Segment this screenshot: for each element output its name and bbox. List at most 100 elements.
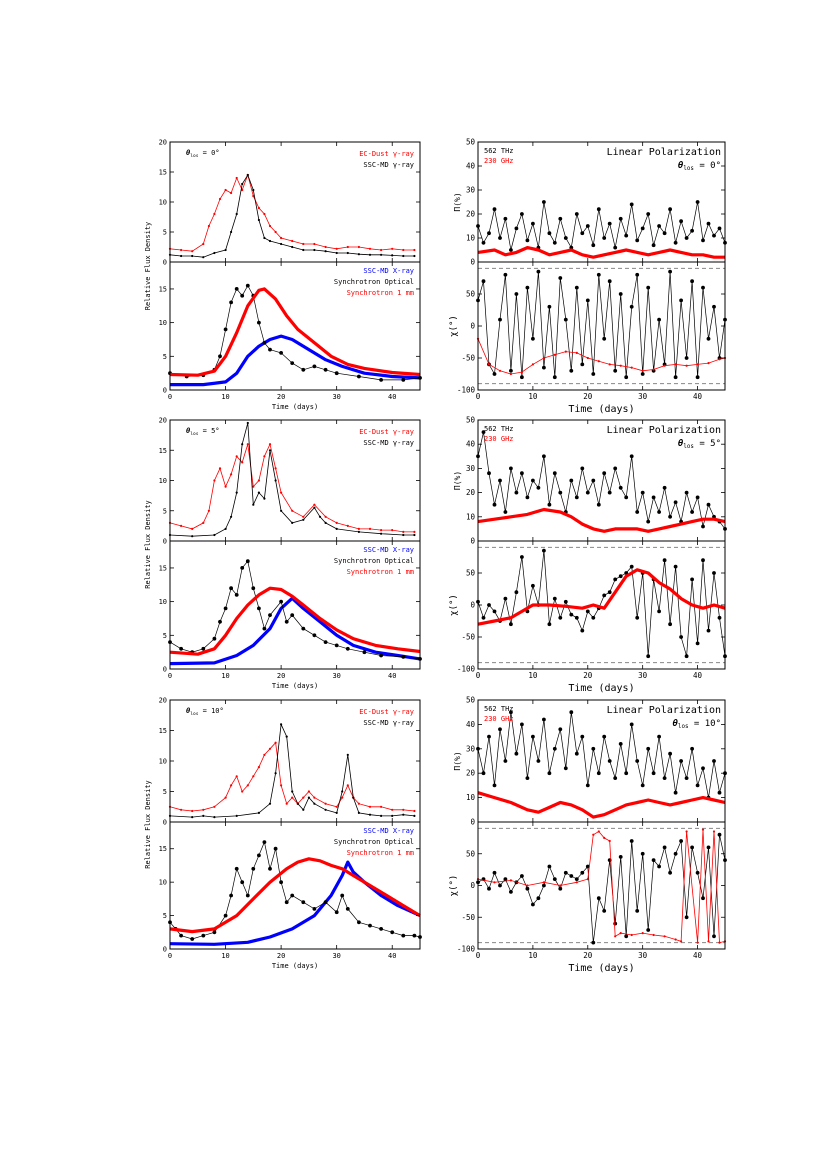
row2-chi-data-point [602,909,607,913]
row2-pi-data-point [514,751,519,756]
row2-gamma-data-point [202,814,205,818]
row0-flux-ytick-label: 5 [163,353,167,361]
row2-gamma-data-point [291,790,294,793]
row2-pi-data-point [536,759,541,763]
row2-pi-data-point [618,742,623,746]
row0-chi-data-point [531,363,535,366]
row1-flux-data-point [223,606,228,611]
row2-pi-data-point [481,771,486,776]
row2-pi-data-point [673,790,678,795]
row0-pi-data-point [662,231,667,236]
row2-gamma-data-point [324,802,327,805]
row2-chi-data-point [695,870,700,875]
row0-pi-data-point [712,233,716,238]
row1-gamma-data-point [380,532,383,535]
row1-chi-series [476,548,727,659]
row2-pi-ytick-label: 10 [466,793,476,802]
row0-flux-series-line [169,284,421,381]
row1-chi-data-point [706,628,711,633]
row2-pi-data-point [585,783,590,788]
row1-pi-data-point [613,466,618,471]
row0-flux-series-line [169,287,421,377]
row2-chi-xtick-label: 10 [528,951,538,960]
row1-pi-data-point [640,490,645,495]
row1-gamma-data-point [252,485,255,488]
row0-pi-data-point [602,236,607,240]
row2-flux-data-point [179,933,184,938]
row0-chi-data-point [695,375,700,380]
row0-gamma-data-point [263,212,266,216]
row1-flux-data-point [179,646,184,651]
row0-flux-data-point [279,351,283,355]
row0-gamma-frame [169,141,421,263]
row1-gamma-data-point [213,533,216,537]
row0-gamma-data-point [235,176,238,180]
row2-gamma-data-point [346,784,349,787]
row2-flux-data-point [240,880,245,885]
row0-chi-data-point [673,375,678,380]
row1-chi-data-point [629,564,634,569]
row1-chi-data-point [481,615,486,620]
xlabel-time: Time (days) [272,403,318,411]
row1-gamma-series [168,421,416,538]
row2-chi-data-point [718,941,721,944]
row1-flux-data-point [212,636,217,641]
row2-gamma-data-point [202,808,205,811]
row1-pi-data-point [624,495,629,500]
legend-ec-dust: EC-Dust γ-ray [359,150,414,158]
row0-gamma-data-point [257,206,260,210]
row1-gamma-data-point [191,527,194,531]
row1-gamma-data-point [230,515,233,518]
row2-pi-data-point [607,759,612,763]
row2-gamma-ytick-label: 20 [159,697,167,705]
row1-gamma-data-point [213,479,216,482]
legend-230ghz: 230 GHz [484,157,514,165]
row0-flux-series [170,334,421,387]
row0-chi-data-point [553,353,556,356]
row0-gamma-data-point [335,247,338,250]
row0-flux-data-point [229,300,234,305]
theta-symbol: θ [186,707,191,715]
row1-pi-series [476,430,727,531]
row0-pi-data-point [607,221,612,226]
row2-chi-data-point [641,932,644,935]
row1-chi-xtick-label: 10 [528,671,538,680]
legend-ssc-gamma: SSC-MD γ-ray [363,439,414,447]
row2-chi-panel: -100 -50 0 50 0 10 20 30 40 Time (days) [457,821,727,974]
row0-chi-data-point [575,351,578,354]
row0-gamma-data-point [313,242,316,246]
row1-pi-data-point [690,510,694,514]
row0-gamma-data-point [202,242,205,246]
row1-pi-data-point [580,466,585,471]
row2-chi-xtick-label: 20 [583,951,593,960]
row0-chi-data-point [597,360,600,363]
row2-chi-data-point [608,839,611,843]
row0-pi-data-point [701,238,705,243]
theta-equals: = 0° [694,161,721,171]
row2-chi-xtick-label: 30 [638,951,648,960]
row1-pi-data-point [706,502,711,507]
row0-pi-data-point [629,202,634,207]
row2-flux-data-point [390,930,395,935]
row2-gamma-ytick-label: 10 [159,758,167,766]
row2-pi-data-point [684,776,689,780]
row2-chi-data-point [673,851,678,856]
row0-gamma-data-point [380,253,383,256]
row2-chi-data-point [526,884,529,887]
row2-chi-data-point [585,864,590,869]
row0-chi-data-point [635,272,640,277]
row1-pi-data-point [520,471,524,476]
row2-flux-data-point [190,937,195,941]
row2-chi-data-point [680,940,683,943]
row1-flux-xtick-label: 30 [332,672,340,680]
row1-gamma-data-point [291,509,294,512]
row2-flux-frame [169,821,421,950]
row0-chi-ytick-label: 50 [466,290,476,299]
row0-gamma-ytick-label: 20 [159,139,167,147]
row0-pi-data-point [558,216,563,221]
row0-chi-data-point [618,292,623,296]
row0-pi-data-point [624,233,629,238]
row2-gamma-data-point [213,805,216,808]
row2-chi-data-point [520,874,524,878]
row2-gamma-data-point [257,811,260,815]
